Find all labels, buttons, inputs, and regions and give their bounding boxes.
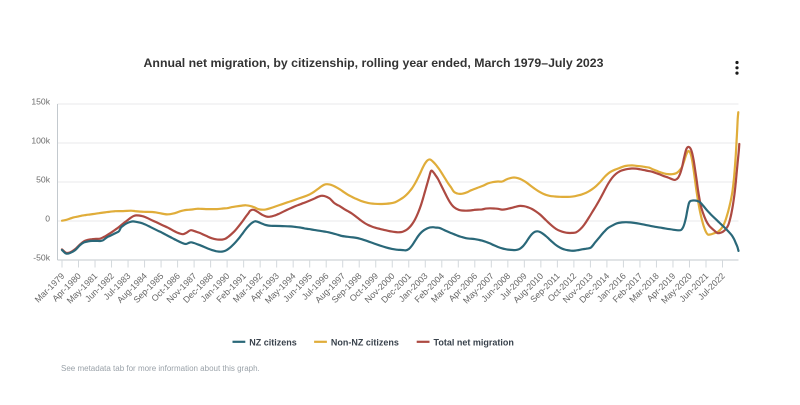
svg-text:-50k: -50k: [33, 252, 50, 262]
svg-text:NZ citizens: NZ citizens: [249, 337, 297, 347]
svg-text:50k: 50k: [36, 174, 51, 184]
svg-text:Annual net migration, by citiz: Annual net migration, by citizenship, ro…: [144, 56, 604, 70]
svg-text:150k: 150k: [31, 96, 50, 106]
svg-text:100k: 100k: [31, 135, 50, 145]
svg-text:See metadata tab for more info: See metadata tab for more information ab…: [61, 364, 260, 373]
svg-text:Non-NZ citizens: Non-NZ citizens: [331, 337, 399, 347]
svg-text:Total net migration: Total net migration: [434, 337, 514, 347]
svg-text:0: 0: [45, 213, 50, 223]
